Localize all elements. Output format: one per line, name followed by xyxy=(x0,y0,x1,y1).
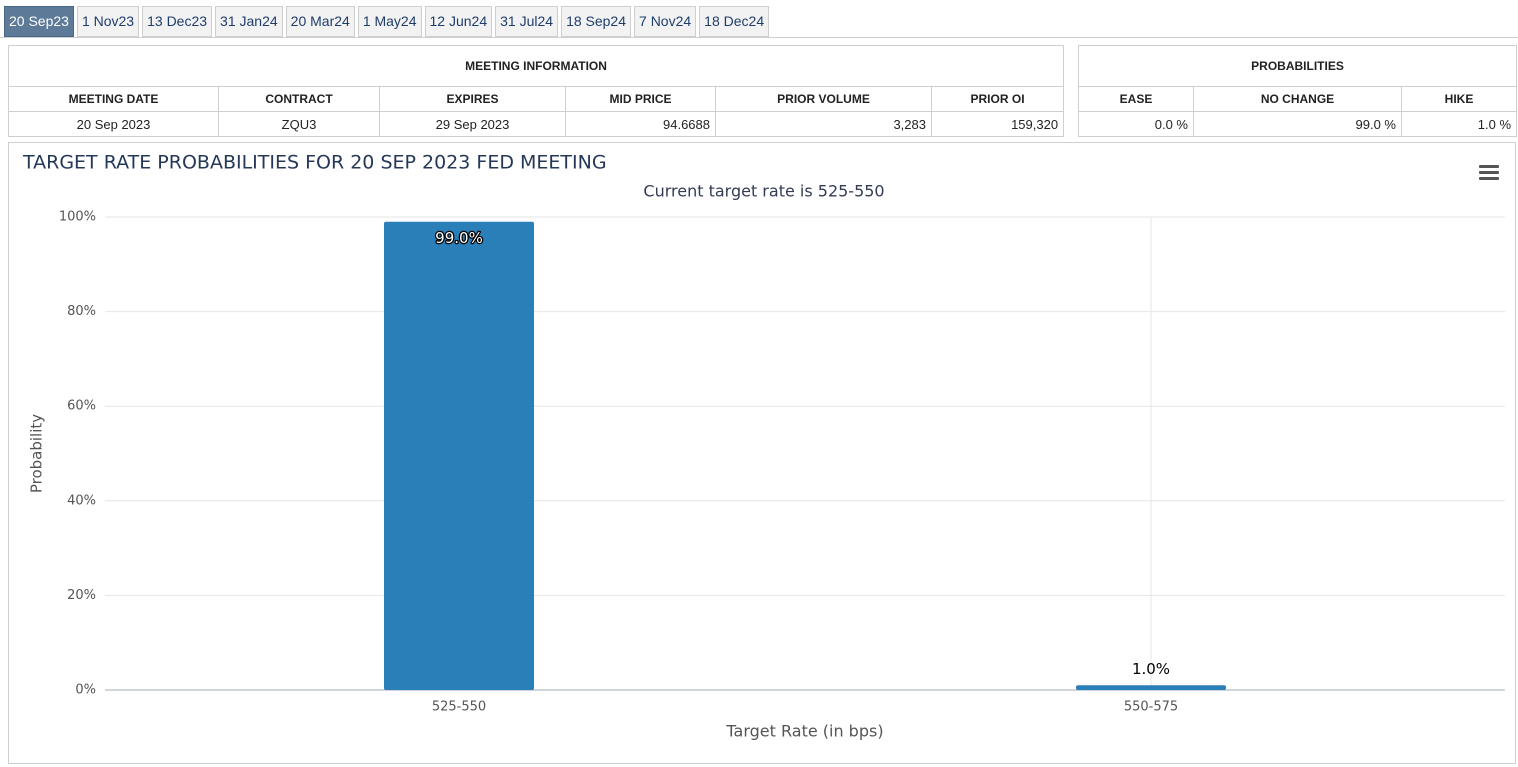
y-tick-label: 100% xyxy=(59,210,96,225)
title-row: MEETING INFORMATION xyxy=(7,45,1065,87)
value-label: 1.0% xyxy=(1132,660,1170,678)
value-label: 99.0% xyxy=(435,229,483,247)
column-header: MID PRICE xyxy=(565,86,716,112)
column-header: PRIOR VOLUME xyxy=(715,86,932,112)
date-tab[interactable]: 20 Sep23 xyxy=(4,6,74,37)
chart-title: TARGET RATE PROBABILITIES FOR 20 SEP 202… xyxy=(22,152,607,174)
y-tick-label: 40% xyxy=(67,493,96,508)
chart: TARGET RATE PROBABILITIES FOR 20 SEP 202… xyxy=(22,152,1505,741)
y-axis-title: Probability xyxy=(28,414,46,493)
y-tick-label: 80% xyxy=(67,304,96,319)
date-tab[interactable]: 18 Sep24 xyxy=(561,6,632,37)
y-tick-label: 20% xyxy=(67,588,96,603)
date-tab[interactable]: 1 Nov23 xyxy=(76,6,140,37)
column-header: NO CHANGE xyxy=(1193,86,1402,112)
y-tick-label: 0% xyxy=(75,683,96,698)
cell: 0.0 % xyxy=(1078,111,1194,137)
column-header: CONTRACT xyxy=(218,86,380,112)
menu-bar[interactable] xyxy=(1479,165,1499,168)
date-tab[interactable]: 20 Mar24 xyxy=(285,6,355,37)
cell: 159,320 xyxy=(930,111,1065,137)
bar xyxy=(1076,685,1226,690)
bar xyxy=(384,221,534,690)
header-row: MEETING DATE CONTRACT EXPIRES MID PRICE PRIO… xyxy=(8,86,1065,112)
tab-bar: 20 Sep23 1 Nov23 13 Dec23 31 Jan24 20 Mar24 1… xyxy=(4,6,770,37)
date-tab[interactable]: 7 Nov24 xyxy=(634,6,697,37)
meeting-table: MEETING INFORMATION MEETING DATE CONTRACT E… xyxy=(7,45,1065,137)
date-tab[interactable]: 18 Dec24 xyxy=(699,6,770,37)
y-tick-label: 60% xyxy=(67,399,96,414)
date-tab[interactable]: 12 Jun24 xyxy=(424,6,493,37)
probabilities-table: PROBABILITIES EASE NO CHANGE HIKE 0.0 % 99.0 … xyxy=(1077,45,1518,137)
column-header: PRIOR OI xyxy=(930,86,1065,112)
column-header: HIKE xyxy=(1400,86,1518,112)
menu-bar[interactable] xyxy=(1479,171,1499,174)
chart-panel: TARGET RATE PROBABILITIES FOR 20 SEP 202… xyxy=(8,142,1516,764)
table-title: MEETING INFORMATION xyxy=(7,45,1065,87)
date-tab[interactable]: 13 Dec23 xyxy=(142,6,213,37)
cell: 29 Sep 2023 xyxy=(379,111,566,137)
column-header: MEETING DATE xyxy=(8,86,219,112)
column-header: EASE xyxy=(1078,86,1194,112)
cell: 20 Sep 2023 xyxy=(8,111,219,137)
data-row: 0.0 % 99.0 % 1.0 % xyxy=(1078,111,1518,137)
cell: 94.6688 xyxy=(565,111,716,137)
title-row: PROBABILITIES xyxy=(1077,45,1518,87)
chart-subtitle: Current target rate is 525-550 xyxy=(643,182,884,201)
date-tab[interactable]: 31 Jan24 xyxy=(215,6,283,37)
cell: ZQU3 xyxy=(218,111,380,137)
header-row: EASE NO CHANGE HIKE xyxy=(1078,86,1518,112)
cell: 99.0 % xyxy=(1193,111,1402,137)
x-tick-label: 525-550 xyxy=(432,700,486,715)
tab-divider xyxy=(0,37,1518,38)
menu-button[interactable] xyxy=(1479,165,1499,180)
data-row: 20 Sep 2023 ZQU3 29 Sep 2023 94.6688 3,283 15… xyxy=(8,111,1065,137)
date-tab[interactable]: 1 May24 xyxy=(357,6,422,37)
cell: 1.0 % xyxy=(1400,111,1518,137)
menu-bar[interactable] xyxy=(1479,177,1499,180)
date-tab[interactable]: 31 Jul24 xyxy=(495,6,559,37)
cell: 3,283 xyxy=(715,111,932,137)
x-axis-title: Target Rate (in bps) xyxy=(725,722,883,741)
column-header: EXPIRES xyxy=(379,86,566,112)
x-tick-label: 550-575 xyxy=(1124,700,1178,715)
table-title: PROBABILITIES xyxy=(1077,45,1518,87)
